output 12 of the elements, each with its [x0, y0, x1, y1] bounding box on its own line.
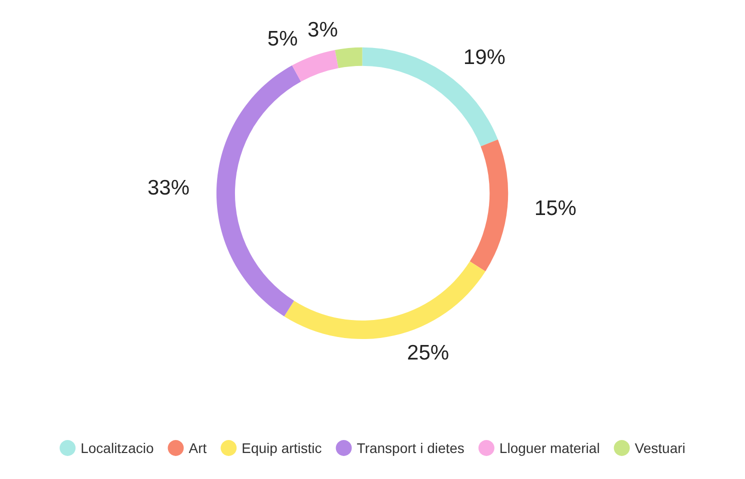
data-label: 5%	[267, 28, 298, 51]
data-label: 25%	[407, 342, 450, 365]
legend-label: Vestuari	[634, 440, 686, 456]
legend-label: Equip artistic	[242, 440, 322, 456]
data-label: 33%	[148, 176, 190, 200]
legend-label: Art	[188, 440, 207, 456]
legend-label: Transport i dietes	[356, 440, 464, 456]
data-label: 19%	[463, 46, 506, 70]
legend-label: Localitzacio	[80, 440, 154, 456]
data-label: 3%	[308, 18, 338, 42]
legend-label: Lloguer material	[499, 440, 600, 456]
data-label: 15%	[534, 197, 576, 220]
